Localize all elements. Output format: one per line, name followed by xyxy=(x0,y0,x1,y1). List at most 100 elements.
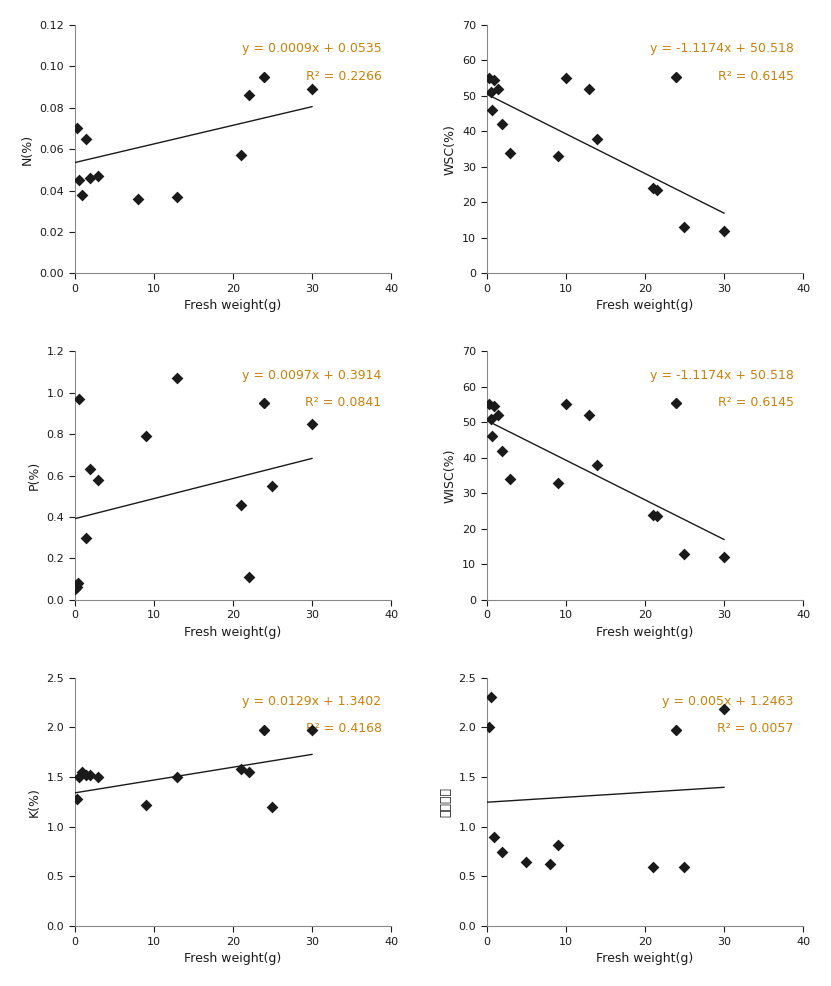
Text: R² = 0.4168: R² = 0.4168 xyxy=(306,723,381,736)
Point xyxy=(91,169,105,184)
X-axis label: Fresh weight(g): Fresh weight(g) xyxy=(596,300,693,313)
Text: y = 0.0097x + 0.3914: y = 0.0097x + 0.3914 xyxy=(242,369,381,382)
Point xyxy=(91,471,105,487)
Y-axis label: N(%): N(%) xyxy=(21,133,34,165)
Point xyxy=(678,220,691,236)
X-axis label: Fresh weight(g): Fresh weight(g) xyxy=(184,300,282,313)
Point xyxy=(551,148,564,164)
Point xyxy=(485,429,499,445)
Point xyxy=(543,856,557,872)
Y-axis label: WISC(%): WISC(%) xyxy=(444,449,456,503)
Text: R² = 0.0057: R² = 0.0057 xyxy=(717,723,794,736)
Point xyxy=(266,799,279,814)
Point xyxy=(551,837,564,853)
Point xyxy=(717,549,730,565)
Text: R² = 0.2266: R² = 0.2266 xyxy=(306,70,381,83)
Point xyxy=(84,767,97,783)
Point xyxy=(131,191,145,207)
Point xyxy=(646,859,659,875)
Point xyxy=(234,761,248,777)
Point xyxy=(84,171,97,186)
Point xyxy=(496,443,509,458)
Point xyxy=(76,187,89,203)
Point xyxy=(69,582,82,598)
Point xyxy=(488,829,501,845)
Text: R² = 0.0841: R² = 0.0841 xyxy=(306,396,381,409)
Point xyxy=(559,70,573,86)
Point xyxy=(583,407,596,423)
Point xyxy=(482,396,495,412)
Point xyxy=(717,701,730,717)
Point xyxy=(488,72,501,88)
X-axis label: Fresh weight(g): Fresh weight(g) xyxy=(596,952,693,965)
Point xyxy=(504,145,517,161)
Y-axis label: WSC(%): WSC(%) xyxy=(444,123,456,175)
Point xyxy=(242,764,255,780)
Point xyxy=(91,769,105,785)
Point xyxy=(266,478,279,494)
Text: y = -1.1174x + 50.518: y = -1.1174x + 50.518 xyxy=(650,369,794,382)
Point xyxy=(650,509,663,525)
Point xyxy=(484,85,497,101)
Point xyxy=(678,546,691,562)
Point xyxy=(650,182,663,198)
Point xyxy=(139,797,152,812)
Point xyxy=(488,398,501,414)
Point xyxy=(504,471,517,487)
Point xyxy=(496,116,509,132)
Text: R² = 0.6145: R² = 0.6145 xyxy=(718,70,794,83)
Point xyxy=(71,391,85,407)
Point xyxy=(591,457,604,472)
Point xyxy=(71,769,85,785)
Point xyxy=(646,507,659,523)
Text: y = 0.0009x + 0.0535: y = 0.0009x + 0.0535 xyxy=(242,42,381,55)
Point xyxy=(551,474,564,490)
Point xyxy=(71,173,85,188)
Text: y = 0.0129x + 1.3402: y = 0.0129x + 1.3402 xyxy=(243,695,381,708)
X-axis label: Fresh weight(g): Fresh weight(g) xyxy=(184,952,282,965)
Y-axis label: 사포니니: 사포니니 xyxy=(440,787,453,816)
Point xyxy=(305,723,318,739)
Point xyxy=(234,148,248,164)
Point xyxy=(80,767,93,783)
Point xyxy=(496,844,509,860)
Point xyxy=(242,569,255,585)
Point xyxy=(234,497,248,513)
Point xyxy=(678,859,691,875)
Point xyxy=(492,407,505,423)
Text: R² = 0.6145: R² = 0.6145 xyxy=(718,396,794,409)
Point xyxy=(482,720,495,736)
Y-axis label: P(%): P(%) xyxy=(27,460,41,490)
Point xyxy=(591,130,604,146)
Point xyxy=(76,764,89,780)
Point xyxy=(139,428,152,444)
Point xyxy=(171,769,184,785)
Point xyxy=(305,416,318,432)
Point xyxy=(484,411,497,427)
Point xyxy=(242,88,255,104)
Point xyxy=(717,223,730,239)
Point xyxy=(84,461,97,477)
Point xyxy=(171,370,184,386)
Point xyxy=(80,131,93,147)
Point xyxy=(519,854,533,870)
Point xyxy=(71,791,84,807)
Point xyxy=(70,578,83,594)
Point xyxy=(482,70,495,86)
Point xyxy=(485,103,499,118)
Point xyxy=(484,689,497,705)
Point xyxy=(583,81,596,97)
Point xyxy=(71,576,85,592)
Point xyxy=(71,580,84,596)
Point xyxy=(305,81,318,97)
Point xyxy=(171,189,184,205)
Point xyxy=(492,81,505,97)
Point xyxy=(71,120,84,136)
Point xyxy=(80,529,93,545)
Text: y = 0.005x + 1.2463: y = 0.005x + 1.2463 xyxy=(662,695,794,708)
X-axis label: Fresh weight(g): Fresh weight(g) xyxy=(596,626,693,639)
Point xyxy=(559,396,573,412)
Y-axis label: K(%): K(%) xyxy=(27,787,41,816)
Point xyxy=(646,180,659,196)
X-axis label: Fresh weight(g): Fresh weight(g) xyxy=(184,626,282,639)
